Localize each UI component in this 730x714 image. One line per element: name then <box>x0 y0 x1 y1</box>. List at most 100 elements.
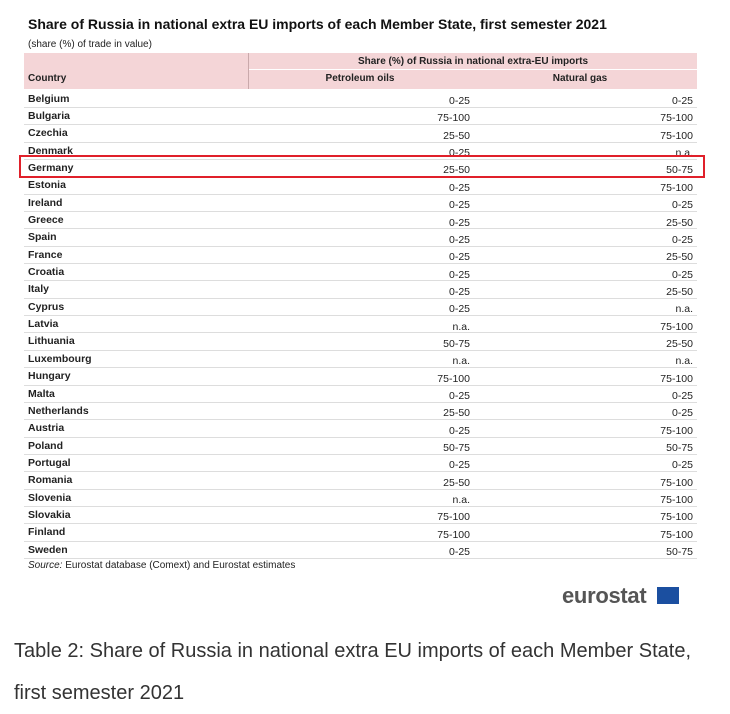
cell: 0-25 <box>448 546 470 559</box>
cell: 75-100 <box>660 112 693 125</box>
cell: 75-100 <box>437 372 470 385</box>
row-line <box>24 367 697 369</box>
cell: n.a. <box>452 494 470 507</box>
cell: 25-50 <box>443 407 470 420</box>
highlight-box <box>19 155 705 178</box>
cell: n.a. <box>452 355 470 368</box>
caption: Table 2: Share of Russia in national ext… <box>14 640 692 704</box>
title: Share of Russia in national extra EU imp… <box>28 16 607 32</box>
group-header: Share (%) of Russia in national extra-EU… <box>357 56 589 67</box>
cell: 0-25 <box>671 407 693 420</box>
row-line <box>24 193 697 195</box>
cell: Portugal <box>28 456 71 469</box>
source: Source: Eurostat database (Comext) and E… <box>28 560 295 571</box>
row-line <box>24 124 697 126</box>
cell: 0-25 <box>448 95 470 107</box>
cell: Slovakia <box>28 508 71 521</box>
column-header: Country <box>28 73 67 84</box>
cell: Greece <box>28 214 64 226</box>
column-header: Petroleum oils <box>325 73 395 84</box>
cell: 50-75 <box>443 442 470 454</box>
cell: Netherlands <box>28 404 89 417</box>
logo: eurostat <box>562 583 647 608</box>
cell: 50-75 <box>666 164 693 177</box>
cell: 0-25 <box>448 181 470 194</box>
cell: 25-50 <box>666 337 693 350</box>
row-line <box>24 297 697 299</box>
cell: Cyprus <box>28 300 65 313</box>
cell: Sweden <box>28 543 68 556</box>
cell: 50-75 <box>666 442 693 454</box>
cell: 0-25 <box>448 199 470 212</box>
cell: Croatia <box>28 266 65 278</box>
cell: Austria <box>28 422 65 435</box>
row-line <box>24 540 697 542</box>
cell: 75-100 <box>660 494 693 507</box>
row-line <box>24 419 697 421</box>
cell: 75-100 <box>660 129 693 142</box>
cell: 0-25 <box>448 268 470 281</box>
row-line <box>24 280 697 282</box>
cell: 25-50 <box>666 285 693 298</box>
subtitle: (share (%) of trade in value) <box>28 39 152 50</box>
cell: Poland <box>28 439 64 452</box>
cell: 25-50 <box>666 251 693 264</box>
cell: 0-25 <box>671 233 693 246</box>
cell: 0-25 <box>448 251 470 264</box>
source-label: Source: <box>28 560 63 571</box>
row-line <box>24 228 697 230</box>
cell: 75-100 <box>437 528 470 541</box>
row-line <box>24 558 697 559</box>
cell: 0-25 <box>448 216 470 229</box>
row-line <box>24 401 697 403</box>
cell: Luxembourg <box>28 352 92 365</box>
cell: 25-50 <box>443 129 470 142</box>
source-text: Eurostat database (Comext) and Eurostat … <box>65 560 296 571</box>
cell: 0-25 <box>448 233 470 246</box>
cell: Malta <box>28 387 55 400</box>
row-line <box>24 245 697 247</box>
cell: 0-25 <box>671 390 693 402</box>
cell: 75-100 <box>660 320 693 333</box>
cell: 75-100 <box>660 476 693 489</box>
cell: Hungary <box>28 370 71 383</box>
cell: Finland <box>28 526 66 539</box>
cell: 0-25 <box>448 424 470 437</box>
cell: Latvia <box>28 318 59 331</box>
row-line <box>24 523 697 525</box>
separator <box>249 69 697 70</box>
cell: Czechia <box>28 127 68 140</box>
cell: 25-50 <box>443 164 470 177</box>
row-line <box>24 471 697 473</box>
cell: 75-100 <box>437 511 470 524</box>
cell: Spain <box>28 231 57 244</box>
cell: 75-100 <box>660 528 693 541</box>
cell: Belgium <box>28 92 70 105</box>
cell: 25-50 <box>443 476 470 489</box>
row-line <box>24 453 697 455</box>
cell: 0-25 <box>448 459 470 472</box>
column-header: Natural gas <box>552 73 608 84</box>
cell: 75-100 <box>437 112 470 125</box>
cell: 0-25 <box>671 459 693 472</box>
row-line <box>24 349 697 351</box>
row-line <box>24 211 697 212</box>
cell: 0-25 <box>671 95 693 107</box>
cell: 25-50 <box>666 216 693 229</box>
cell: 0-25 <box>448 285 470 298</box>
row-line <box>24 158 697 160</box>
cell: 0-25 <box>671 268 693 281</box>
cell: n.a. <box>675 303 693 316</box>
cell: Estonia <box>28 179 66 192</box>
cell: Slovenia <box>28 491 72 504</box>
logo-flag <box>657 587 679 604</box>
cell: n.a. <box>675 355 693 368</box>
cell: Germany <box>28 161 74 174</box>
cell: Bulgaria <box>28 109 71 122</box>
row-line <box>24 106 697 108</box>
cell: Italy <box>28 283 50 296</box>
row-line <box>24 384 697 386</box>
cell: 50-75 <box>666 546 693 559</box>
row-line <box>24 505 697 507</box>
